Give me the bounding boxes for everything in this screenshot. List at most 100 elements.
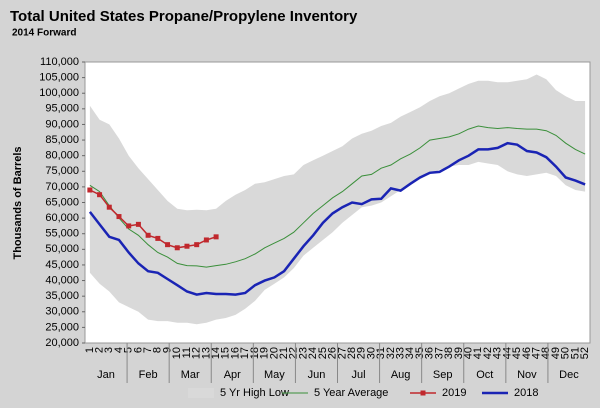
marker xyxy=(213,234,219,240)
x-tick-label: 34 xyxy=(404,347,416,359)
month-label: Jun xyxy=(308,369,326,381)
y-tick-label: 55,000 xyxy=(45,228,79,240)
x-tick-label: 21 xyxy=(278,347,290,359)
x-tick-label: 3 xyxy=(103,347,115,353)
x-tick-label: 12 xyxy=(191,347,203,359)
x-tick-label: 52 xyxy=(579,347,591,359)
x-tick-label: 18 xyxy=(249,347,261,359)
legend-label: 2018 xyxy=(514,387,538,399)
x-tick-label: 17 xyxy=(239,347,251,359)
x-tick-label: 41 xyxy=(472,347,484,359)
x-tick-label: 8 xyxy=(152,347,164,353)
x-tick-label: 15 xyxy=(220,347,232,359)
x-tick-label: 50 xyxy=(560,347,572,359)
x-tick-label: 6 xyxy=(132,347,144,353)
y-tick-label: 105,000 xyxy=(39,72,79,84)
x-tick-label: 11 xyxy=(181,347,193,358)
chart-subtitle: 2014 Forward xyxy=(12,28,76,39)
marker xyxy=(194,242,200,248)
legend-swatch xyxy=(188,388,214,398)
x-tick-label: 49 xyxy=(550,347,562,359)
x-tick-label: 46 xyxy=(521,347,533,359)
y-tick-label: 20,000 xyxy=(45,337,79,349)
y-tick-label: 90,000 xyxy=(45,118,79,130)
x-tick-label: 29 xyxy=(356,347,368,359)
y-tick-label: 35,000 xyxy=(45,290,79,302)
x-tick-label: 43 xyxy=(492,347,504,359)
month-label: May xyxy=(264,369,285,381)
x-tick-label: 32 xyxy=(385,347,397,359)
month-label: Jan xyxy=(97,369,115,381)
legend-label: 5 Year Average xyxy=(314,387,388,399)
x-tick-label: 45 xyxy=(511,347,523,359)
y-tick-label: 45,000 xyxy=(45,259,79,271)
x-tick-label: 35 xyxy=(414,347,426,359)
y-tick-label: 85,000 xyxy=(45,134,79,146)
x-tick-label: 10 xyxy=(171,347,183,359)
x-tick-label: 38 xyxy=(443,347,455,359)
x-tick-label: 25 xyxy=(317,347,329,359)
marker xyxy=(135,221,141,227)
x-tick-label: 36 xyxy=(424,347,436,359)
x-tick-label: 33 xyxy=(395,347,407,359)
x-tick-label: 31 xyxy=(375,347,387,359)
x-tick-label: 9 xyxy=(161,347,173,353)
legend-label: 2019 xyxy=(442,387,466,399)
month-label: Jul xyxy=(352,369,366,381)
y-tick-label: 80,000 xyxy=(45,150,79,162)
x-tick-label: 28 xyxy=(346,347,358,359)
x-tick-label: 14 xyxy=(210,347,222,359)
month-label: Oct xyxy=(476,369,493,381)
x-tick-label: 20 xyxy=(268,347,280,359)
month-label: Nov xyxy=(517,369,537,381)
x-tick-label: 47 xyxy=(530,347,542,359)
chart-title: Total United States Propane/Propylene In… xyxy=(10,8,358,25)
month-label: Mar xyxy=(181,369,200,381)
y-tick-label: 95,000 xyxy=(45,103,79,115)
marker xyxy=(184,243,190,249)
month-label: Dec xyxy=(559,369,579,381)
x-tick-label: 13 xyxy=(200,347,212,359)
x-tick-label: 39 xyxy=(453,347,465,359)
month-label: Apr xyxy=(224,369,241,381)
x-tick-label: 7 xyxy=(142,347,154,353)
y-tick-label: 65,000 xyxy=(45,196,79,208)
x-tick-label: 2 xyxy=(93,347,105,353)
marker xyxy=(165,242,171,248)
y-tick-label: 40,000 xyxy=(45,274,79,286)
marker xyxy=(126,223,132,229)
x-tick-label: 37 xyxy=(433,347,445,359)
series-line xyxy=(88,141,586,296)
x-tick-label: 48 xyxy=(540,347,552,359)
x-tick-label: 44 xyxy=(501,347,513,359)
x-tick-label: 16 xyxy=(229,347,241,359)
x-tick-label: 1 xyxy=(84,347,96,353)
x-tick-label: 23 xyxy=(297,347,309,359)
marker xyxy=(106,204,112,210)
marker xyxy=(155,235,161,241)
x-tick-label: 19 xyxy=(259,347,271,359)
month-label: Sep xyxy=(433,369,453,381)
x-tick-label: 42 xyxy=(482,347,494,359)
legend-marker xyxy=(420,390,426,396)
x-tick-label: 51 xyxy=(569,347,581,359)
y-tick-label: 70,000 xyxy=(45,181,79,193)
high-low-band xyxy=(89,74,586,325)
y-tick-label: 110,000 xyxy=(40,56,79,68)
marker xyxy=(203,237,209,243)
y-tick-label: 75,000 xyxy=(45,165,79,177)
x-tick-label: 27 xyxy=(336,347,348,359)
y-tick-label: 50,000 xyxy=(45,243,79,255)
month-label: Feb xyxy=(139,369,158,381)
x-tick-label: 30 xyxy=(365,347,377,359)
x-tick-label: 26 xyxy=(327,347,339,359)
month-label: Aug xyxy=(391,369,411,381)
y-tick-label: 25,000 xyxy=(45,321,79,333)
series-line xyxy=(89,125,586,268)
marker xyxy=(97,192,103,198)
y-axis-title: Thousands of Barrels xyxy=(12,146,24,259)
y-tick-label: 100,000 xyxy=(39,87,79,99)
marker xyxy=(116,214,122,220)
x-tick-label: 4 xyxy=(113,347,125,353)
